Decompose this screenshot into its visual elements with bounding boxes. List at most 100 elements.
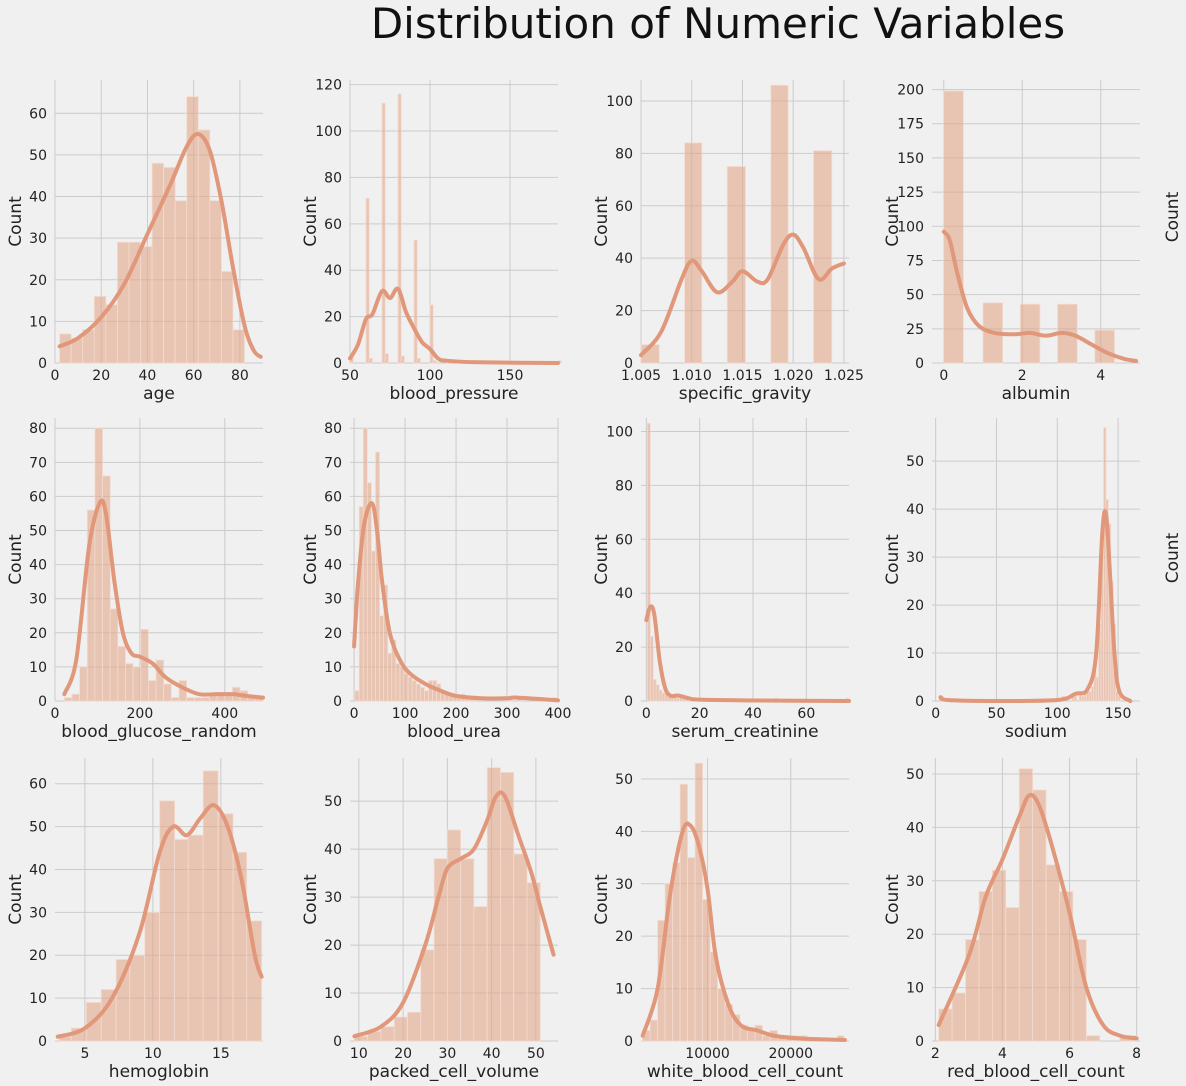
histogram-bar — [155, 659, 165, 702]
y-tick-label: 125 — [897, 185, 924, 201]
histogram-bar — [147, 680, 157, 702]
y-tick-label: 30 — [29, 905, 47, 921]
kde-line — [938, 509, 1133, 704]
y-tick-label: 20 — [324, 310, 342, 326]
histogram-bar — [132, 666, 142, 702]
y-tick-label: 10 — [29, 314, 47, 330]
histogram-bar — [411, 680, 417, 702]
x-tick-label: 100 — [1044, 706, 1071, 722]
x-tick-label: 1.010 — [672, 368, 712, 384]
x-tick-label: 2 — [931, 1046, 940, 1062]
y-tick-label: 60 — [324, 489, 342, 505]
kde-line — [941, 229, 1139, 363]
x-tick-label: 4 — [1096, 368, 1105, 384]
histogram-bar — [371, 550, 376, 702]
y-axis-label: Count — [6, 874, 26, 925]
y-tick-label: 150 — [897, 151, 924, 167]
histogram-bar — [1032, 789, 1047, 1042]
kde-line — [936, 792, 1139, 1041]
histogram-bar — [413, 239, 418, 364]
y-tick-label: 20 — [906, 598, 924, 614]
histogram-bar — [232, 329, 245, 364]
histogram-bar — [407, 1011, 422, 1042]
y-tick-label: 50 — [29, 148, 47, 164]
histogram-bar — [193, 697, 203, 702]
histogram-bar — [432, 360, 437, 364]
y-tick-label: 10 — [906, 981, 924, 997]
histogram-bar — [1085, 1035, 1101, 1042]
histogram-bar — [71, 693, 81, 702]
y-tick-label: 50 — [29, 820, 47, 836]
histogram-bar — [1045, 864, 1060, 1042]
x-tick-label: 200 — [443, 706, 470, 722]
histogram-bar — [424, 690, 429, 702]
y-tick-label: 40 — [906, 820, 924, 836]
x-axis-label: specific_gravity — [679, 384, 811, 404]
y-tick-label: 40 — [29, 558, 47, 574]
y-tick-label: 80 — [615, 146, 633, 162]
y-tick-label: 70 — [324, 455, 342, 471]
histogram-bar — [943, 90, 964, 364]
x-tick-label: 1.025 — [824, 368, 864, 384]
histogram-bar — [702, 899, 711, 1042]
histogram-bar — [125, 663, 134, 702]
x-tick-label: 0 — [642, 706, 651, 722]
x-tick-label: 20 — [92, 368, 110, 384]
histogram-bar — [397, 93, 402, 364]
histogram-bar — [687, 857, 696, 1042]
y-axis-label: Count — [301, 874, 321, 925]
histogram-bar — [174, 839, 189, 1042]
y-tick-label: 30 — [29, 592, 47, 608]
x-axis-label: sodium — [1005, 722, 1067, 742]
x-tick-label: 4 — [998, 1046, 1007, 1062]
histogram-bar — [117, 646, 126, 702]
x-tick-label: 60 — [185, 368, 203, 384]
y-tick-label: 20 — [615, 304, 633, 320]
y-tick-label: 20 — [615, 640, 633, 656]
x-tick-label: 1.020 — [773, 368, 813, 384]
histogram-bar — [387, 652, 393, 702]
y-tick-label: 75 — [906, 253, 924, 269]
y-tick-label: 40 — [324, 842, 342, 858]
y-axis-label: Count — [6, 196, 26, 247]
clipped-y-axis-label: Count — [1163, 532, 1183, 583]
y-axis-label: Count — [592, 534, 612, 585]
histogram-bar — [747, 1030, 756, 1042]
histogram-bar — [174, 200, 188, 364]
x-tick-label: 8 — [1132, 1046, 1141, 1062]
x-tick-label: 6 — [1065, 1046, 1074, 1062]
x-axis-label: blood_glucose_random — [61, 722, 256, 742]
kde-line — [639, 232, 846, 358]
x-tick-label: 50 — [341, 368, 359, 384]
y-tick-label: 30 — [906, 550, 924, 566]
histogram-bar — [94, 427, 103, 702]
x-tick-label: 1.015 — [722, 368, 762, 384]
x-tick-label: 15 — [212, 1046, 230, 1062]
y-tick-label: 30 — [29, 231, 47, 247]
y-tick-label: 0 — [333, 356, 342, 372]
histogram-bar — [129, 954, 146, 1042]
histogram-bar — [416, 357, 421, 364]
histogram-bar — [381, 102, 386, 364]
histogram-bar — [140, 628, 149, 702]
histogram-bar — [170, 697, 180, 702]
y-tick-label: 40 — [29, 190, 47, 206]
histogram-bar — [1005, 907, 1020, 1042]
x-tick-label: 10000 — [685, 1046, 730, 1062]
x-axis-label: red_blood_cell_count — [947, 1062, 1125, 1082]
y-axis-label: Count — [883, 196, 903, 247]
x-tick-label: 0 — [51, 706, 60, 722]
y-tick-label: 10 — [615, 982, 633, 998]
y-tick-label: 60 — [324, 217, 342, 233]
y-tick-label: 0 — [333, 694, 342, 710]
y-tick-label: 30 — [324, 592, 342, 608]
histogram-bar — [140, 246, 153, 364]
y-tick-label: 50 — [906, 767, 924, 783]
x-tick-label: 60 — [797, 706, 815, 722]
histogram-bar — [473, 906, 488, 1042]
histogram-bar — [460, 858, 475, 1042]
y-tick-label: 40 — [615, 824, 633, 840]
y-tick-label: 40 — [615, 586, 633, 602]
